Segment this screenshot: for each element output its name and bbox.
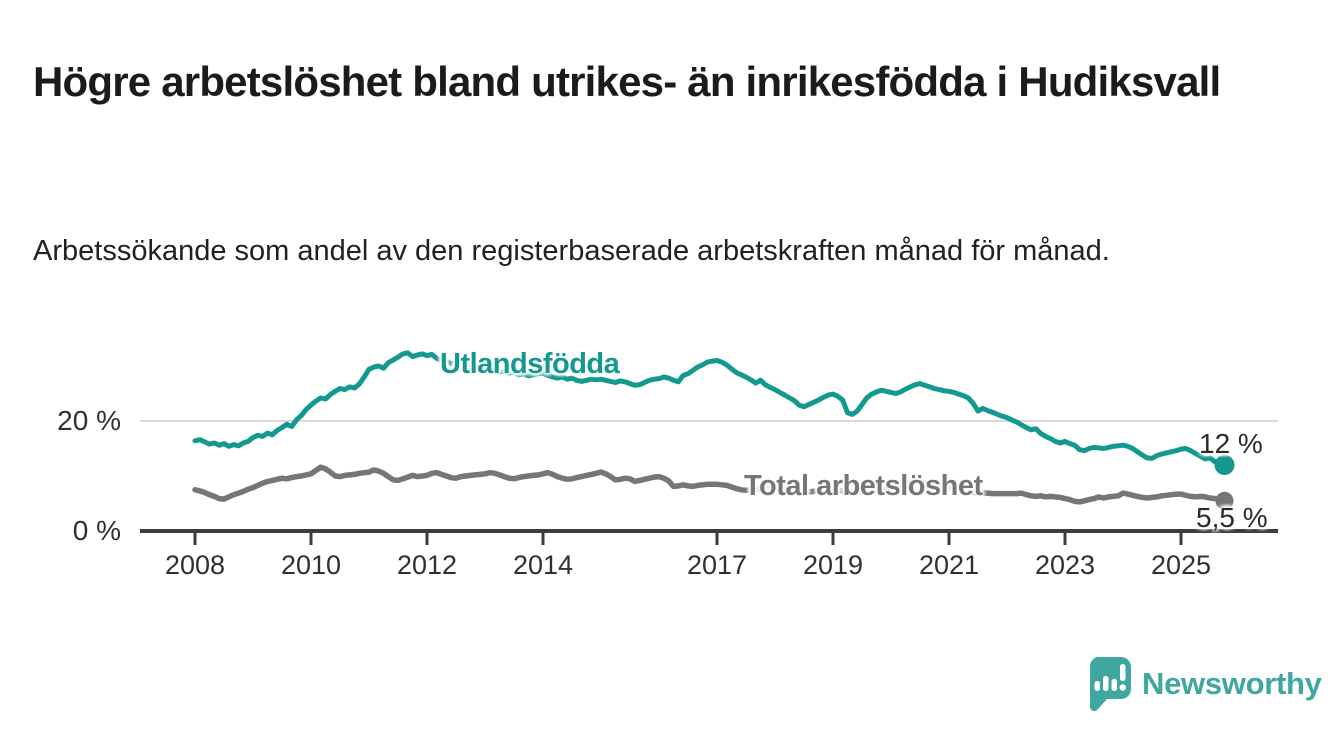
x-tick-label-2023: 2023 [1034,550,1096,580]
newsworthy-logo-text: Newsworthy [1142,666,1322,701]
x-tick-label-2012: 2012 [396,550,458,580]
series-group [192,350,1228,505]
y-axis-label-0: 0 % [72,515,121,546]
y-axis-label-20: 20 % [57,405,121,436]
x-tick-label-2025: 2025 [1150,550,1212,580]
x-axis-ticks [193,531,1183,545]
x-tick-label-2017: 2017 [686,550,748,580]
series-end-dot-total-arbetsloshet [1215,491,1234,510]
series-end-dot-utlandsfodda [1214,455,1235,475]
x-tick-label-2014: 2014 [512,550,574,580]
x-tick-label-2021: 2021 [918,550,980,580]
x-tick-label-2010: 2010 [280,550,342,580]
series-line-utlandsfodda [192,350,1227,468]
newsworthy-logo: Newsworthy [1085,656,1322,712]
series-label-utlandsfodda: Utlandsfödda [440,348,620,380]
series-line-total-arbetsloshet [192,464,1228,505]
x-tick-label-2008: 2008 [164,550,226,580]
end-value-utlandsfodda: 12 % [1199,428,1263,459]
chart-title: Högre arbetslöshet bland utrikes- än inr… [33,58,1221,106]
series-label-total-arbetsloshet: Total arbetslöshet [744,470,983,502]
series-end-dots [1214,455,1235,510]
newsworthy-logo-icon [1089,657,1131,712]
x-tick-label-2019: 2019 [802,550,864,580]
end-value-total-arbetsloshet: 5,5 % [1196,502,1268,533]
chart-subtitle: Arbetssökande som andel av den registerb… [33,235,1110,267]
